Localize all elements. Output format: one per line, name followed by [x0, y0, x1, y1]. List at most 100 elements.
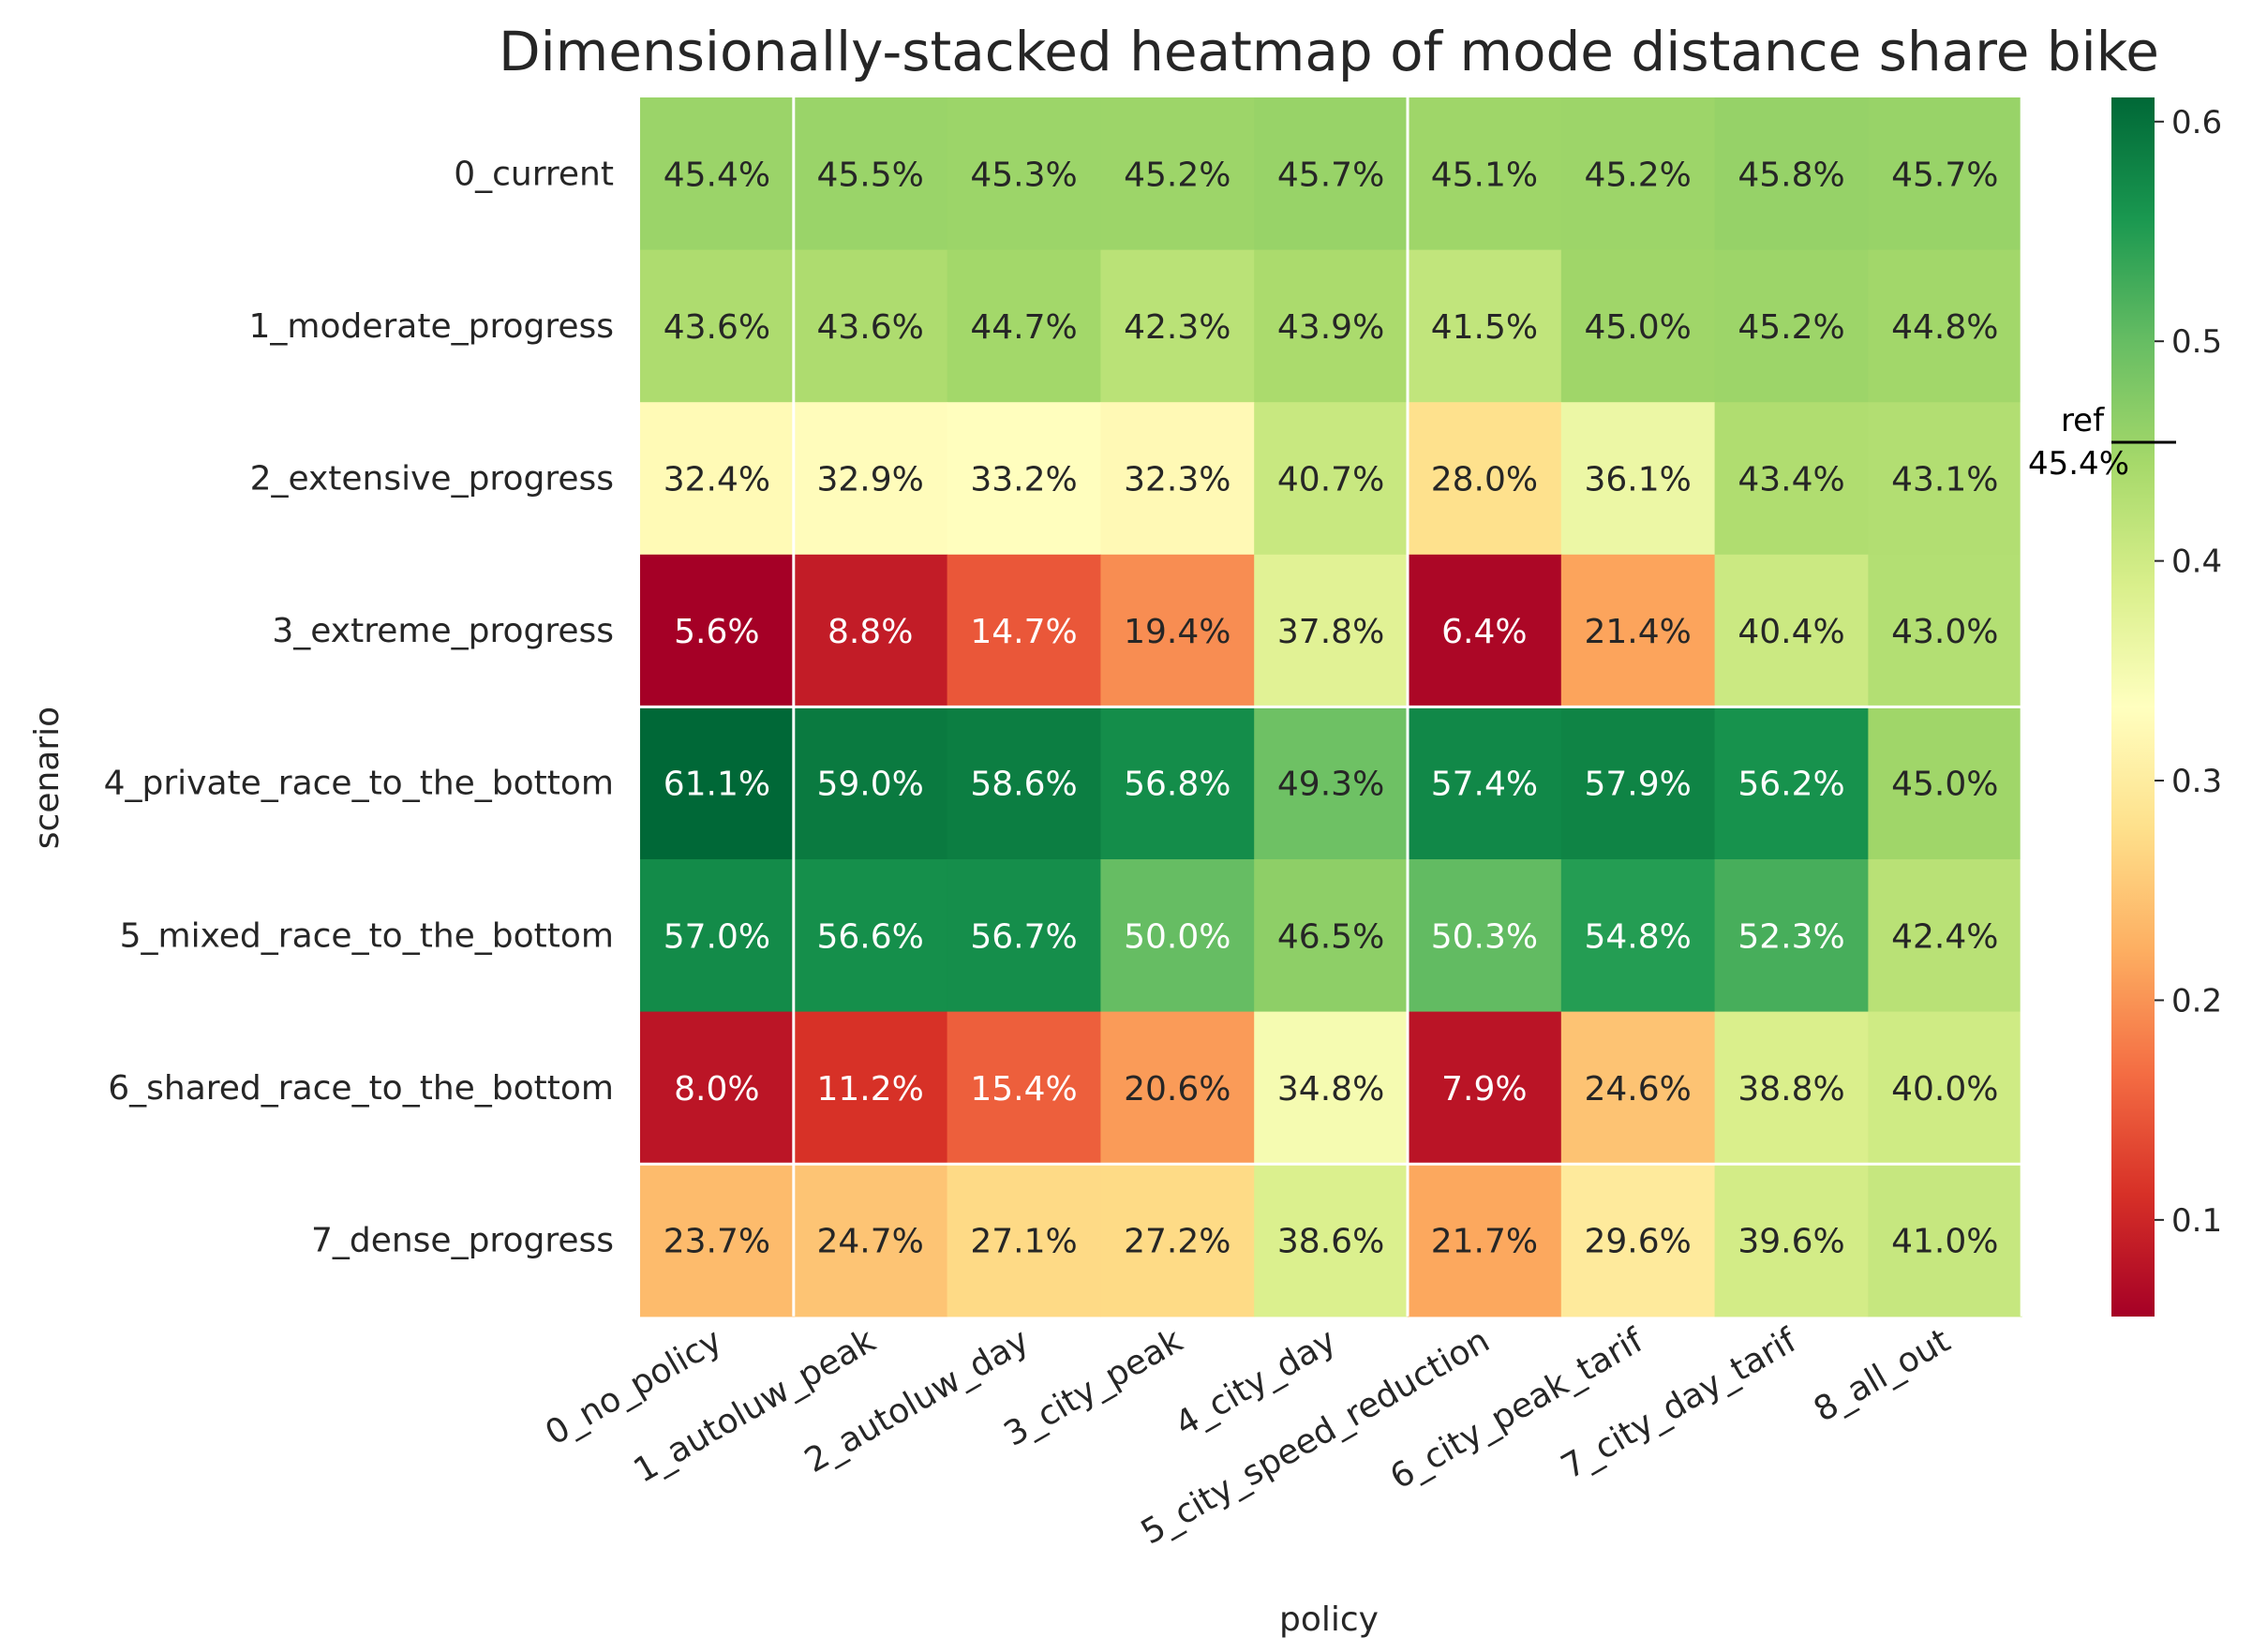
- heatmap-cell: [1254, 97, 1409, 251]
- cell-label: 36.1%: [1585, 461, 1692, 499]
- cell-label: 32.3%: [1124, 461, 1230, 499]
- cell-label: 32.4%: [664, 461, 770, 499]
- cell-label: 56.8%: [1124, 766, 1230, 804]
- colorbar-gradient: [2111, 97, 2155, 1317]
- chart-title: Dimensionally-stacked heatmap of mode di…: [499, 20, 2159, 83]
- cell-label: 40.0%: [1891, 1070, 1998, 1109]
- heatmap-cell: [1100, 859, 1255, 1013]
- cell-label: 43.1%: [1891, 461, 1998, 499]
- cell-label: 11.2%: [817, 1070, 924, 1109]
- y-tick-label: 3_extreme_progress: [272, 612, 614, 650]
- cell-label: 45.7%: [1891, 156, 1998, 194]
- heatmap-cell: [1408, 402, 1562, 556]
- y-tick-label: 2_extensive_progress: [250, 460, 614, 499]
- cell-label: 34.8%: [1277, 1070, 1384, 1109]
- y-tick-label: 4_private_race_to_the_bottom: [104, 765, 614, 803]
- cell-label: 45.2%: [1585, 156, 1692, 194]
- heatmap-cell: [1560, 402, 1716, 556]
- cell-label: 50.3%: [1431, 917, 1538, 956]
- heatmap-cell: [1714, 1011, 1869, 1165]
- cell-label: 24.6%: [1585, 1070, 1692, 1109]
- heatmap-cell: [1868, 249, 2022, 403]
- colorbar-tick-label: 0.6: [2171, 104, 2222, 141]
- cell-label: 41.0%: [1891, 1223, 1998, 1261]
- heatmap-cell: [1868, 97, 2022, 251]
- colorbar-tick-label: 0.4: [2171, 543, 2222, 581]
- cell-label: 8.0%: [674, 1070, 759, 1109]
- heatmap-cell: [1714, 554, 1869, 707]
- heatmap-cell: [793, 97, 948, 251]
- heatmap-cell: [640, 402, 795, 556]
- heatmap-cell: [1560, 859, 1716, 1013]
- cell-label: 21.7%: [1431, 1223, 1538, 1261]
- y-tick-labels: 0_current 1_moderate_progress 2_extensive_…: [104, 155, 614, 1259]
- x-tick-label: 8_all_out: [1808, 1321, 1957, 1429]
- heatmap-cell: [947, 707, 1101, 860]
- cell-label: 6.4%: [1441, 613, 1527, 651]
- heatmap-cell: [640, 1011, 795, 1165]
- cell-label: 45.5%: [817, 156, 924, 194]
- cell-label: 43.4%: [1738, 461, 1844, 499]
- cell-label: 45.3%: [970, 156, 1077, 194]
- cell-label: 15.4%: [970, 1070, 1077, 1109]
- heatmap-cell: [1408, 554, 1562, 707]
- heatmap-cell: [640, 1164, 795, 1317]
- cell-label: 29.6%: [1585, 1223, 1692, 1261]
- cell-label: 7.9%: [1441, 1070, 1527, 1109]
- cell-label: 27.2%: [1124, 1223, 1230, 1261]
- cell-label: 14.7%: [970, 613, 1077, 651]
- heatmap-cell: [793, 1011, 948, 1165]
- heatmap-cell: [1560, 249, 1716, 403]
- heatmap-cell: [1868, 859, 2022, 1013]
- heatmap-cell: [1254, 707, 1409, 860]
- x-tick-label: 6_city_peak_tarif: [1384, 1321, 1651, 1497]
- heatmap-cell: [1714, 97, 1869, 251]
- heatmap-cell: [793, 1164, 948, 1317]
- heatmap-cell: [793, 554, 948, 707]
- cell-label: 61.1%: [664, 766, 770, 804]
- cell-label: 56.7%: [970, 917, 1077, 956]
- cell-label: 28.0%: [1431, 461, 1538, 499]
- cell-label: 57.9%: [1585, 766, 1692, 804]
- cell-label: 27.1%: [970, 1223, 1077, 1261]
- y-axis-label: scenario: [28, 707, 67, 849]
- x-tick-labels: 0_no_policy1_autoluw_peak2_autoluw_day3_…: [539, 1321, 1957, 1553]
- cell-label: 43.0%: [1891, 613, 1998, 651]
- cell-label: 24.7%: [817, 1223, 924, 1261]
- cell-label: 45.4%: [664, 156, 770, 194]
- heatmap-cell: [1254, 249, 1409, 403]
- cell-label: 57.0%: [664, 917, 770, 956]
- cell-label: 38.8%: [1738, 1070, 1844, 1109]
- cell-label: 45.1%: [1431, 156, 1538, 194]
- cell-label: 42.4%: [1891, 917, 1998, 956]
- colorbar-reference-label: ref: [2061, 402, 2105, 439]
- cell-label: 58.6%: [970, 766, 1077, 804]
- cell-label: 45.2%: [1738, 308, 1844, 347]
- heatmap-cell: [1254, 859, 1409, 1013]
- cell-label: 32.9%: [817, 461, 924, 499]
- heatmap-cell: [947, 402, 1101, 556]
- heatmap-cell: [1100, 554, 1255, 707]
- heatmap-cell: [947, 554, 1101, 707]
- heatmap-cell: [1254, 554, 1409, 707]
- y-tick-label: 7_dense_progress: [311, 1222, 614, 1260]
- cell-label: 44.8%: [1891, 308, 1998, 347]
- cell-label: 20.6%: [1124, 1070, 1230, 1109]
- heatmap-cell: [793, 402, 948, 556]
- colorbar-tick-label: 0.3: [2171, 763, 2222, 800]
- heatmap-cell: [1408, 707, 1562, 860]
- heatmap-cells: [640, 97, 2022, 1317]
- heatmap-cell: [1100, 707, 1255, 860]
- heatmap-cell: [1408, 97, 1562, 251]
- heatmap-cell: [793, 249, 948, 403]
- heatmap-cell: [793, 859, 948, 1013]
- cell-label: 43.6%: [817, 308, 924, 347]
- cell-label: 46.5%: [1277, 917, 1384, 956]
- heatmap-cell: [793, 707, 948, 860]
- cell-label: 37.8%: [1277, 613, 1384, 651]
- cell-label: 39.6%: [1738, 1223, 1844, 1261]
- colorbar-reference-value: 45.4%: [2028, 445, 2129, 483]
- cell-label: 56.2%: [1738, 766, 1844, 804]
- heatmap-cell: [1868, 402, 2022, 556]
